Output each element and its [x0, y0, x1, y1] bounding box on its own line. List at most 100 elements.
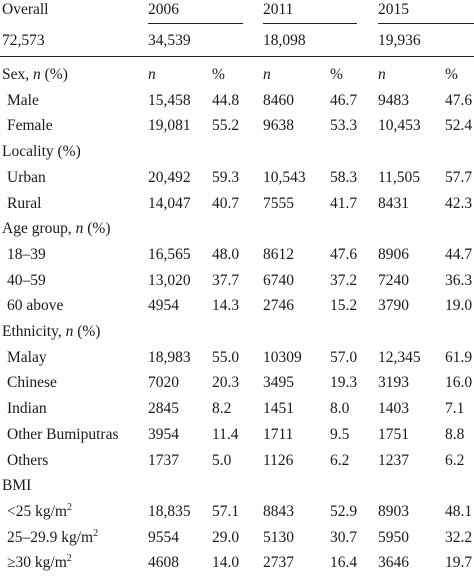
row-label: Male [7, 91, 39, 109]
value-pct: 14.3 [212, 297, 240, 315]
row-label: Urban [7, 168, 46, 186]
year-header-2006: 2006 [148, 1, 179, 18]
row-label: 25–29.9 kg/m2 [7, 527, 99, 546]
value-n: 20,492 [148, 168, 191, 186]
value-n: 10309 [263, 348, 302, 366]
value-n: 7240 [378, 271, 409, 289]
col-head-n: n [378, 66, 386, 83]
value-n: 3790 [378, 297, 409, 315]
value-pct: 20.3 [212, 374, 240, 392]
value-n: 5950 [378, 528, 409, 546]
value-pct: 44.8 [212, 91, 240, 109]
value-n: 1711 [263, 425, 294, 443]
value-n: 3646 [378, 554, 409, 572]
col-head-pct: % [212, 66, 225, 83]
value-n: 3495 [263, 374, 294, 392]
year-count-2015: 19,936 [378, 32, 421, 49]
value-pct: 61.9 [445, 348, 473, 366]
row-label: Other Bumiputras [7, 425, 119, 443]
row-label: Rural [7, 194, 42, 212]
value-n: 8843 [263, 502, 294, 520]
value-n: 2845 [148, 400, 179, 418]
section-title: Ethnicity, n (%) [2, 323, 101, 340]
value-pct: 55.2 [212, 117, 240, 135]
value-pct: 58.3 [330, 168, 358, 186]
col-head-n: n [148, 66, 156, 83]
value-pct: 14.0 [212, 554, 240, 572]
value-pct: 32.2 [445, 528, 473, 546]
value-pct: 8.2 [212, 400, 232, 418]
value-n: 9554 [148, 528, 179, 546]
row-label: Chinese [7, 374, 57, 392]
value-n: 19,081 [148, 117, 191, 135]
value-n: 11,505 [378, 168, 421, 186]
value-n: 14,047 [148, 194, 191, 212]
value-pct: 11.4 [212, 425, 239, 443]
value-n: 4954 [148, 297, 179, 315]
section-title: BMI [2, 477, 32, 495]
value-n: 10,453 [378, 117, 421, 135]
value-pct: 19.0 [445, 297, 473, 315]
value-n: 10,543 [263, 168, 306, 186]
value-pct: 8.8 [445, 425, 465, 443]
value-pct: 47.6 [445, 91, 473, 109]
value-n: 2746 [263, 297, 294, 315]
year-header-2011: 2011 [263, 1, 294, 18]
value-n: 1126 [263, 451, 294, 469]
value-pct: 6.2 [445, 451, 465, 469]
col-head-pct: % [445, 66, 458, 83]
col-head-pct: % [330, 66, 343, 83]
value-n: 8612 [263, 245, 294, 263]
value-n: 8460 [263, 91, 294, 109]
row-label: 60 above [7, 297, 64, 315]
value-n: 5130 [263, 528, 294, 546]
value-pct: 52.9 [330, 502, 358, 520]
row-label: Others [7, 451, 49, 469]
value-pct: 59.3 [212, 168, 240, 186]
value-n: 2737 [263, 554, 294, 572]
value-n: 1451 [263, 400, 294, 418]
year-rule-2006 [148, 23, 243, 24]
section-title: Sex, n (%) [2, 66, 68, 83]
value-pct: 48.1 [445, 502, 473, 520]
year-rule-2011 [263, 23, 357, 24]
value-pct: 47.6 [330, 245, 358, 263]
value-n: 4608 [148, 554, 179, 572]
year-count-2011: 18,098 [263, 32, 306, 49]
value-pct: 16.4 [330, 554, 358, 572]
value-n: 7020 [148, 374, 179, 392]
value-pct: 15.2 [330, 297, 358, 315]
year-header-2015: 2015 [378, 1, 409, 18]
value-pct: 57.7 [445, 168, 473, 186]
year-rule-2015 [378, 23, 474, 24]
row-label: 40–59 [7, 271, 46, 289]
value-pct: 36.3 [445, 271, 473, 289]
row-label: 18–39 [7, 245, 46, 263]
section-title: Age group, n (%) [2, 220, 111, 238]
value-pct: 37.2 [330, 271, 358, 289]
section-title: Locality (%) [2, 143, 81, 161]
value-pct: 5.0 [212, 451, 232, 469]
value-pct: 16.0 [445, 374, 473, 392]
value-n: 9638 [263, 117, 294, 135]
value-n: 6740 [263, 271, 294, 289]
value-pct: 9.5 [330, 425, 350, 443]
value-pct: 19.3 [330, 374, 358, 392]
value-n: 18,835 [148, 502, 191, 520]
value-pct: 48.0 [212, 245, 240, 263]
value-n: 1403 [378, 400, 409, 418]
value-pct: 46.7 [330, 91, 358, 109]
value-pct: 57.0 [330, 348, 358, 366]
col-head-n: n [263, 66, 271, 83]
row-label: <25 kg/m2 [7, 501, 72, 520]
value-n: 13,020 [148, 271, 191, 289]
value-n: 3193 [378, 374, 409, 392]
value-pct: 6.2 [330, 451, 350, 469]
value-pct: 41.7 [330, 194, 358, 212]
value-pct: 37.7 [212, 271, 240, 289]
value-pct: 19.7 [445, 554, 473, 572]
value-pct: 53.3 [330, 117, 358, 135]
value-pct: 30.7 [330, 528, 358, 546]
value-pct: 7.1 [445, 400, 465, 418]
value-pct: 44.7 [445, 245, 473, 263]
